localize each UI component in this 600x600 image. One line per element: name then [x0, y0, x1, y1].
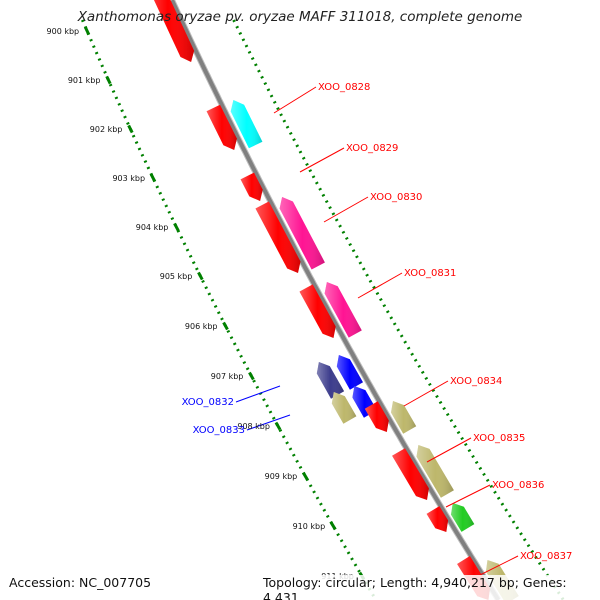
- tick-label: 900 kbp: [47, 27, 80, 36]
- gene-block[interactable]: [331, 392, 357, 424]
- gene-label[interactable]: XOO_0837: [520, 551, 572, 562]
- label-leader-line: [235, 385, 281, 403]
- gene-label[interactable]: XOO_0833: [193, 425, 245, 436]
- tick-label: 906 kbp: [185, 322, 218, 331]
- gene-block[interactable]: [364, 401, 389, 432]
- gene-shading: [316, 362, 345, 399]
- gene-shading: [336, 355, 363, 390]
- gene-shading: [206, 104, 237, 150]
- gene-shading: [324, 282, 362, 338]
- gene-shading: [331, 392, 357, 424]
- tick-label: 910 kbp: [293, 522, 326, 531]
- gene-block[interactable]: [336, 355, 363, 390]
- gene-shading: [416, 445, 454, 498]
- map-title: Xanthomonas oryzae pv. oryzae MAFF 31101…: [77, 9, 523, 25]
- label-lines: [235, 86, 519, 579]
- label-leader-line: [323, 196, 369, 223]
- gene-shading: [279, 197, 325, 270]
- gene-label[interactable]: XOO_0831: [404, 268, 456, 279]
- gene-label[interactable]: XOO_0832: [182, 397, 234, 408]
- tick-marks: [84, 26, 366, 581]
- topology-label: Topology: circular;: [263, 575, 376, 590]
- label-leader-line: [357, 272, 403, 299]
- label-leader-line: [246, 414, 291, 431]
- tick-label: 903 kbp: [112, 174, 145, 183]
- tick-mark: [84, 26, 91, 36]
- gene-block[interactable]: [391, 401, 417, 434]
- gene-shading: [255, 201, 301, 273]
- gene-block[interactable]: [299, 284, 336, 338]
- tick-mark: [127, 124, 134, 134]
- gene-shading: [364, 401, 389, 432]
- gene-shading: [451, 503, 475, 532]
- tick-label: 909 kbp: [265, 472, 298, 481]
- gene-blocks: [142, 0, 519, 600]
- gene-label[interactable]: XOO_0830: [370, 192, 422, 203]
- tick-label: 908 kbp: [237, 422, 270, 431]
- gene-block[interactable]: [416, 445, 454, 498]
- accession-label: Accession: NC_007705: [9, 575, 152, 590]
- backbone: [169, 0, 501, 600]
- gene-block[interactable]: [255, 201, 301, 274]
- tick-mark: [149, 173, 157, 183]
- gene-shading: [299, 284, 336, 338]
- gene-shading: [426, 506, 449, 532]
- label-leader-line: [426, 437, 472, 463]
- gene-block[interactable]: [451, 503, 475, 532]
- tick-mark: [329, 521, 337, 531]
- tick-label: 907 kbp: [211, 372, 244, 381]
- dotted-tracks: [81, 19, 565, 600]
- tick-mark: [301, 471, 309, 481]
- backbone-line: [170, 0, 501, 600]
- gene-label[interactable]: XOO_0828: [318, 82, 370, 93]
- label-leader-line: [403, 380, 449, 407]
- genes-count-label: Genes: 4,431: [263, 575, 567, 600]
- inner-dotted-track: [81, 19, 378, 600]
- tick-mark: [248, 371, 255, 381]
- tick-label: 904 kbp: [136, 223, 169, 232]
- genome-summary: Topology: circular; Length: 4,940,217 bp…: [261, 575, 600, 600]
- tick-mark: [197, 271, 204, 281]
- length-label: Length: 4,940,217 bp;: [379, 575, 519, 590]
- tick-label: 902 kbp: [90, 125, 123, 134]
- gene-shading: [230, 100, 263, 149]
- tick-label: 905 kbp: [160, 272, 193, 281]
- gene-block[interactable]: [206, 104, 237, 150]
- tick-mark: [222, 321, 229, 331]
- tick-mark: [173, 222, 180, 232]
- gene-shading: [392, 448, 429, 500]
- outer-dotted-track: [232, 19, 565, 600]
- gene-label[interactable]: XOO_0829: [346, 143, 398, 154]
- tick-mark: [105, 75, 112, 85]
- gene-block[interactable]: [324, 282, 362, 338]
- gene-labels: XOO_0828 XOO_0829 XOO_0830 XOO_0831 XOO_0832…: [182, 82, 573, 562]
- label-leader-line: [273, 86, 317, 114]
- gene-shading: [240, 172, 263, 201]
- label-leader-line: [299, 147, 345, 173]
- gene-block[interactable]: [392, 448, 429, 500]
- gene-block[interactable]: [426, 506, 449, 532]
- gene-label[interactable]: XOO_0836: [492, 480, 544, 491]
- label-leader-line: [473, 555, 519, 579]
- gene-block[interactable]: [142, 0, 195, 62]
- label-leader-line: [445, 484, 491, 508]
- tick-mark: [274, 421, 282, 431]
- gene-block[interactable]: [316, 362, 345, 399]
- gene-block[interactable]: [279, 197, 325, 270]
- gene-label[interactable]: XOO_0835: [473, 433, 525, 444]
- tick-label: 901 kbp: [68, 76, 101, 85]
- gene-label[interactable]: XOO_0834: [450, 376, 502, 387]
- gene-shading: [391, 401, 417, 434]
- gene-block[interactable]: [240, 172, 263, 201]
- gene-block[interactable]: [230, 100, 263, 149]
- gene-shading: [153, 0, 195, 62]
